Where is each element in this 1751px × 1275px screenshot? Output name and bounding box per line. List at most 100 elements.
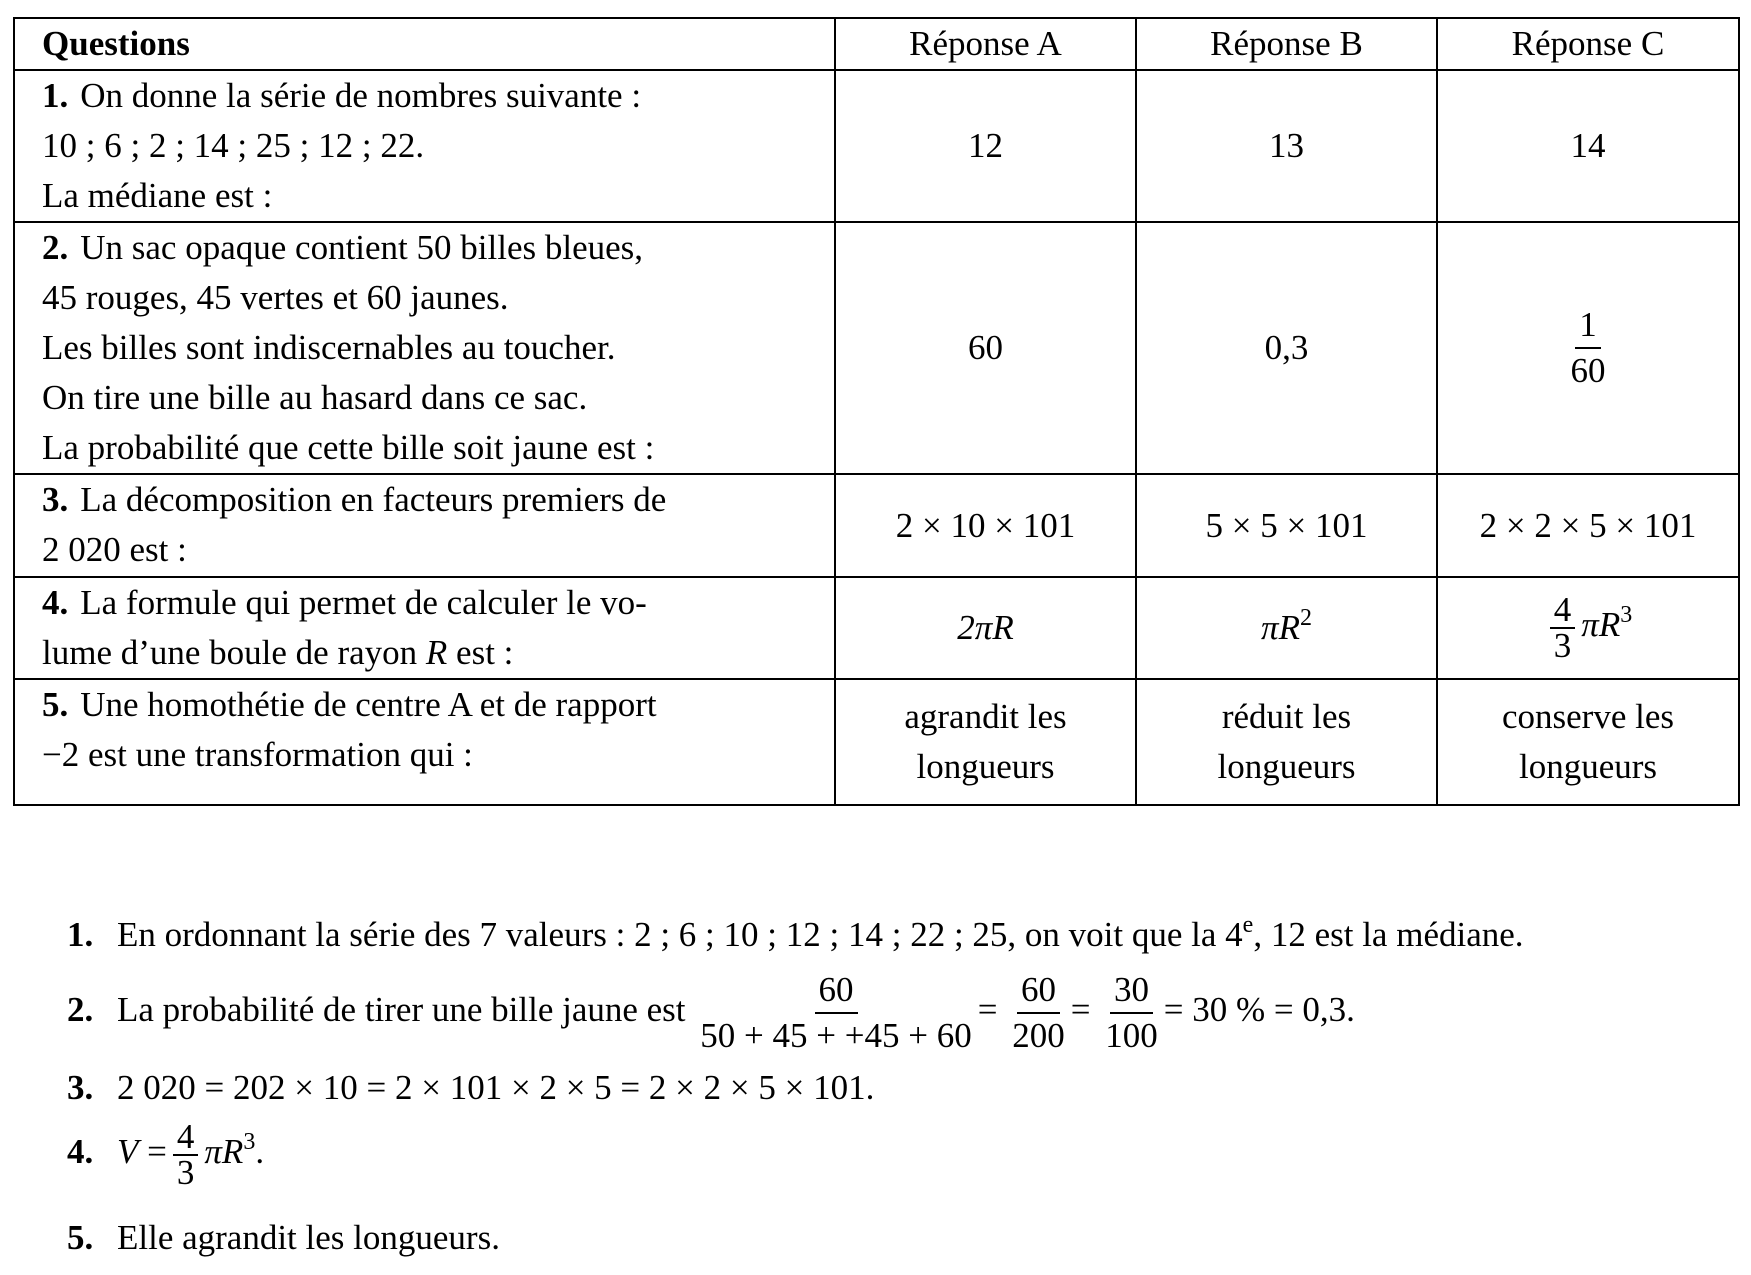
text: La probabilité de tirer une bille jaune … — [117, 990, 686, 1030]
numerator: 1 — [1575, 303, 1601, 349]
fraction: 30 100 — [1105, 968, 1158, 1058]
line: 2 020 est : — [42, 530, 187, 569]
text: La formule qui permet de calculer le vo- — [80, 583, 647, 622]
text: On donne la série de nombres suivante : — [80, 76, 642, 115]
text: La décomposition en facteurs premiers de — [80, 480, 667, 519]
number: 2. — [42, 228, 69, 267]
number: 5. — [42, 685, 69, 724]
line: lume d’une boule de rayon R est : — [42, 628, 812, 678]
exponent: 2 — [1299, 605, 1312, 631]
variable: R — [425, 633, 448, 672]
text: 2 020 = 202 × 10 = 2 × 101 × 2 × 5 = 2 ×… — [117, 1068, 875, 1107]
line: −2 est une transformation qui : — [42, 735, 473, 774]
line: 1. On donne la série de nombres suivante … — [42, 71, 812, 121]
answer-cell: 12 — [834, 69, 1137, 223]
line: 5. Une homothétie de centre A et de rappo… — [42, 680, 812, 730]
formula: 2πR — [957, 608, 1014, 647]
exponent: 3 — [1620, 602, 1633, 629]
answer-cell: conserve les longueurs — [1436, 678, 1740, 806]
question-cell: 4. La formule qui permet de calculer le v… — [13, 576, 836, 680]
line: conserve les — [1501, 697, 1674, 736]
denominator: 200 — [1012, 1016, 1065, 1055]
text: = 30 % = 0,3. — [1163, 990, 1355, 1030]
equals: = — [977, 990, 998, 1030]
answer-cell: 4 3 πR3 — [1436, 576, 1740, 680]
numerator: 4 — [1549, 592, 1576, 629]
formula: πR — [1581, 605, 1621, 645]
line: 10 ; 6 ; 2 ; 14 ; 25 ; 12 ; 22. — [42, 126, 425, 165]
number: 4. — [42, 583, 69, 622]
denominator: 3 — [176, 1153, 195, 1192]
line: 2. Un sac opaque contient 50 billes bleue… — [42, 223, 812, 273]
row: 4. La formule qui permet de calculer le v… — [13, 576, 1740, 680]
answer-cell: 14 — [1436, 69, 1740, 223]
line: 45 rouges, 45 vertes et 60 jaunes. — [42, 278, 509, 317]
line: longueurs — [1217, 747, 1356, 786]
line: On tire une bille au hasard dans ce sac. — [42, 378, 588, 417]
answer-cell: 60 — [834, 221, 1137, 475]
header-cell: Réponse A — [834, 17, 1137, 71]
number: 5. — [67, 1218, 94, 1257]
answer-cell: 13 — [1135, 69, 1438, 223]
text: , 12 est la médiane. — [1253, 915, 1524, 954]
number: 3. — [42, 480, 69, 519]
solution: 1. En ordonnant la série des 7 valeurs : … — [67, 910, 1524, 960]
answer-cell: πR2 — [1135, 576, 1438, 680]
numerator: 4 — [172, 1119, 199, 1156]
line: agrandit les — [904, 697, 1067, 736]
equals: = — [147, 1132, 167, 1172]
text: Elle agrandit les longueurs. — [117, 1218, 500, 1257]
line: réduit les — [1221, 697, 1352, 736]
fraction: 60 200 — [1012, 968, 1065, 1058]
answer-cell: 1 60 — [1436, 221, 1740, 475]
variable: V — [117, 1132, 139, 1172]
numerator: 60 — [814, 968, 858, 1014]
answer-cell: agrandit les longueurs — [834, 678, 1137, 806]
question-cell: 5. Une homothétie de centre A et de rappo… — [13, 678, 836, 806]
row: 2. Un sac opaque contient 50 billes bleue… — [13, 221, 1740, 475]
solution: 3. 2 020 = 202 × 10 = 2 × 101 × 2 × 5 = 2… — [67, 1063, 874, 1113]
solution: 4. V = 4 3 πR3. — [67, 1119, 265, 1192]
denominator: 100 — [1105, 1016, 1158, 1055]
header-cell: Réponse B — [1135, 17, 1438, 71]
answer-cell: 2πR — [834, 576, 1137, 680]
line: longueurs — [916, 747, 1055, 786]
question-cell: 1. On donne la série de nombres suivante … — [13, 69, 836, 223]
header-cell: Questions — [13, 17, 836, 71]
number: 4. — [67, 1132, 94, 1172]
fraction: 1 60 — [1571, 303, 1606, 393]
formula: πR — [204, 1132, 244, 1172]
numerator: 30 — [1110, 968, 1153, 1014]
superscript: e — [1242, 912, 1254, 938]
numerator: 60 — [1017, 968, 1060, 1014]
answer-cell: réduit les longueurs — [1135, 678, 1438, 806]
exponent: 3 — [243, 1129, 256, 1156]
line: Les billes sont indiscernables au touche… — [42, 328, 616, 367]
text: est : — [456, 633, 514, 672]
row: 5. Une homothétie de centre A et de rappo… — [13, 678, 1740, 806]
formula: πR — [1261, 608, 1300, 647]
solution: 2. La probabilité de tirer une bille jaun… — [67, 968, 1355, 1058]
denominator: 50 + 45 + +45 + 60 — [700, 1016, 972, 1055]
line: La probabilité que cette bille soit jaun… — [42, 428, 655, 467]
number: 1. — [42, 76, 69, 115]
text: . — [255, 1132, 265, 1172]
row: 1. On donne la série de nombres suivante … — [13, 69, 1740, 223]
header-cell: Réponse C — [1436, 17, 1740, 71]
solution: 5. Elle agrandit les longueurs. — [67, 1213, 500, 1263]
equals: = — [1070, 990, 1091, 1030]
text: En ordonnant la série des 7 valeurs : 2 … — [117, 915, 1243, 954]
header-row: Questions Réponse A Réponse B Réponse C — [13, 17, 1740, 71]
answer-cell: 2 × 2 × 5 × 101 — [1436, 473, 1740, 578]
number: 3. — [67, 1068, 94, 1107]
number: 1. — [67, 915, 94, 954]
answer-cell: 0,3 — [1135, 221, 1438, 475]
row: 3. La décomposition en facteurs premiers … — [13, 473, 1740, 578]
number: 2. — [67, 990, 94, 1030]
line: La médiane est : — [42, 176, 273, 215]
text: Une homothétie de centre A et de rapport — [80, 685, 657, 724]
